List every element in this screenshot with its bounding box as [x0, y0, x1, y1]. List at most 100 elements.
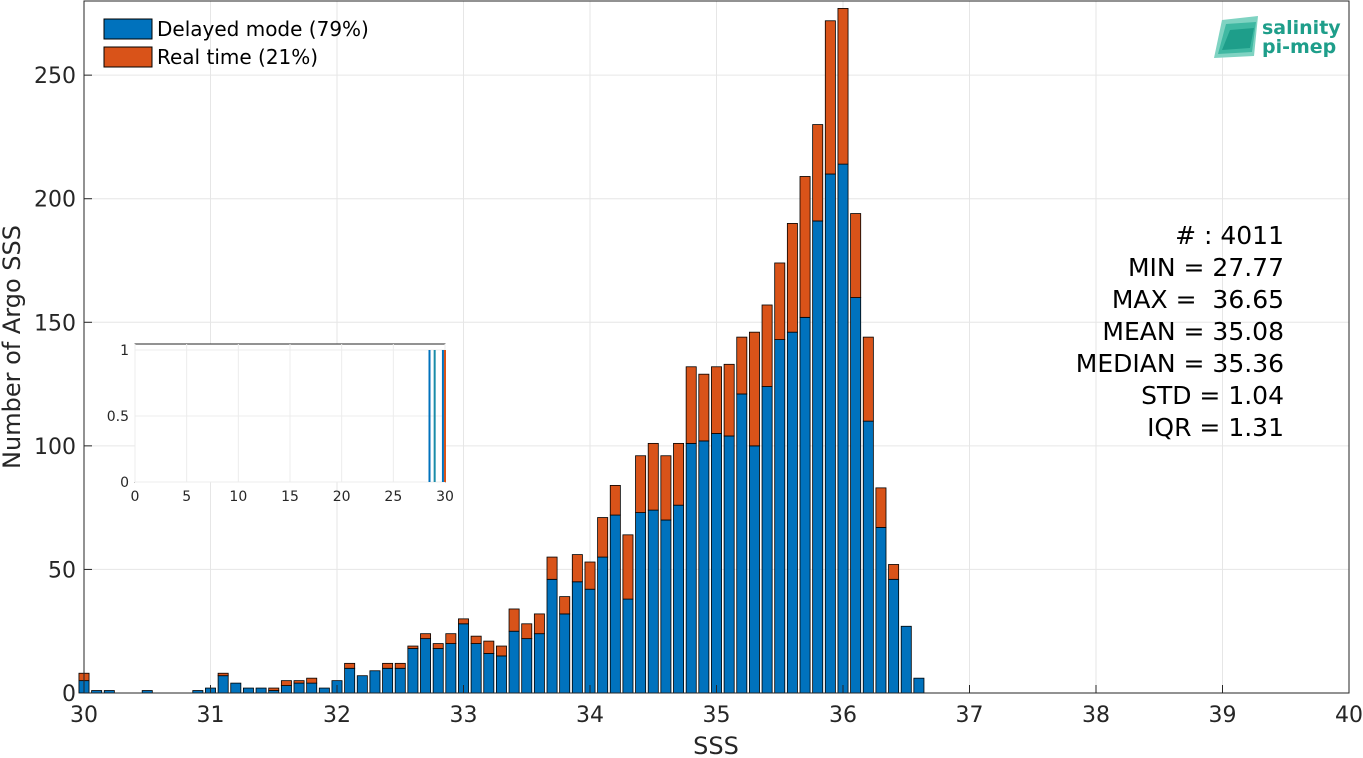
inset-x-tick-label: 5: [182, 489, 191, 505]
y-axis-ticks: 0 50 100 150 200 250: [34, 64, 92, 707]
bar-real-time: [268, 687, 280, 691]
bar-delayed-mode: [824, 173, 836, 694]
stats-block: # : 4011 MIN = 27.77 MAX = 36.65 MEAN = …: [1076, 221, 1284, 442]
bar-delayed-mode: [571, 581, 583, 694]
bar-delayed-mode: [217, 675, 229, 694]
logo-text-line1: salinity: [1262, 17, 1341, 39]
bar-real-time: [761, 304, 773, 387]
inset-x-tick-label: 20: [333, 489, 351, 505]
bar-delayed-mode: [458, 623, 469, 694]
inset-x-tick-label: 0: [131, 489, 140, 505]
legend: Delayed mode (79%) Real time (21%): [103, 17, 369, 69]
bar-delayed-mode: [394, 667, 406, 694]
bar-delayed-mode: [862, 420, 874, 694]
bar-real-time: [622, 534, 634, 600]
bar-delayed-mode: [344, 667, 356, 694]
bar-real-time: [420, 633, 432, 640]
inset-bar: [441, 350, 444, 482]
bar-real-time: [786, 223, 798, 333]
x-axis-ticks: 30 31 32 33 34 35 36 37 38 39 40: [70, 685, 1363, 728]
inset-y-tick-label: 1: [120, 343, 129, 359]
bar-delayed-mode: [242, 687, 254, 694]
bar-real-time: [571, 554, 583, 583]
inset-y-axis-ticks: 00.51: [107, 343, 129, 491]
y-tick-label: 250: [34, 64, 76, 89]
bar-real-time: [736, 336, 748, 395]
bar-delayed-mode: [559, 613, 571, 694]
inset-x-tick-label: 15: [281, 489, 299, 505]
y-tick-label: 100: [34, 435, 76, 460]
bar-delayed-mode: [711, 433, 722, 694]
stat-max: MAX = 36.65: [1112, 285, 1284, 314]
bar-real-time: [217, 672, 229, 677]
bar-delayed-mode: [761, 386, 773, 694]
bar-delayed-mode: [470, 643, 482, 694]
bar-real-time: [609, 484, 621, 516]
inset-x-axis-ticks: 0 5 10 15 20 25 30: [131, 489, 454, 505]
bar-delayed-mode: [369, 670, 381, 694]
x-tick-label: 30: [70, 703, 98, 728]
x-tick-label: 34: [576, 703, 604, 728]
bar-delayed-mode: [255, 687, 267, 694]
bar-real-time: [521, 623, 533, 640]
bar-delayed-mode: [521, 638, 533, 694]
bar-real-time: [533, 613, 545, 635]
bar-delayed-mode: [584, 588, 596, 694]
bar-real-time: [698, 373, 710, 442]
bar-delayed-mode: [306, 682, 318, 694]
bar-delayed-mode: [647, 509, 659, 694]
bar-delayed-mode: [508, 630, 520, 694]
bar-delayed-mode: [280, 685, 292, 694]
bar-real-time: [748, 331, 760, 447]
bar-real-time: [293, 680, 305, 684]
bar-real-time: [862, 336, 874, 422]
bar-real-time: [407, 645, 419, 649]
bar-real-time: [723, 363, 735, 437]
inset-y-tick-label: 0: [120, 475, 129, 491]
bar-real-time: [382, 662, 394, 669]
inset-x-tick-label: 30: [436, 489, 454, 505]
inset-bar: [428, 350, 431, 482]
bar-real-time: [495, 645, 507, 657]
y-tick-label: 50: [48, 558, 76, 583]
bar-delayed-mode: [888, 578, 900, 694]
bar-delayed-mode: [736, 393, 748, 694]
bar-delayed-mode: [293, 682, 305, 694]
bar-real-time: [559, 596, 571, 615]
bar-delayed-mode: [356, 675, 368, 694]
bar-delayed-mode: [723, 435, 735, 694]
bar-delayed-mode: [660, 519, 672, 694]
bar-real-time: [470, 635, 482, 644]
inset-chart: 0 5 10 15 20 25 30 00.51: [107, 343, 454, 505]
bar-real-time: [837, 8, 849, 165]
bar-real-time: [673, 442, 685, 506]
logo-text-line2: pi-mep: [1262, 36, 1336, 58]
bar-delayed-mode: [812, 220, 824, 694]
bar-delayed-mode: [900, 625, 912, 694]
x-tick-label: 35: [703, 703, 731, 728]
y-axis-title: Number of Argo SSS: [0, 225, 26, 469]
stat-count: # : 4011: [1175, 221, 1284, 250]
bar-real-time: [635, 455, 647, 513]
legend-swatch-realtime: [103, 46, 153, 68]
bar-real-time: [647, 442, 659, 511]
bar-delayed-mode: [698, 440, 710, 694]
bar-real-time: [850, 213, 862, 298]
bar-delayed-mode: [673, 504, 685, 694]
bar-delayed-mode: [407, 648, 419, 694]
bar-delayed-mode: [546, 578, 558, 694]
bar-delayed-mode: [635, 512, 647, 694]
bar-real-time: [584, 561, 596, 590]
bar-group: [78, 8, 925, 694]
bar-delayed-mode: [609, 514, 621, 694]
bar-real-time: [597, 517, 609, 558]
bar-real-time: [280, 680, 292, 686]
inset-x-tick-label: 25: [384, 489, 402, 505]
bar-real-time: [306, 677, 318, 684]
bar-real-time: [799, 176, 811, 318]
bar-real-time: [824, 20, 836, 175]
bar-delayed-mode: [318, 687, 330, 694]
bar-delayed-mode: [875, 527, 887, 694]
bar-real-time: [546, 556, 558, 580]
